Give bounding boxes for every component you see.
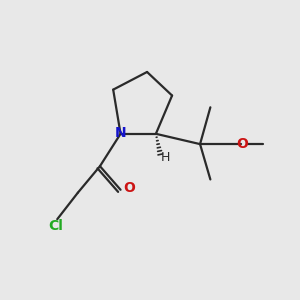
- Text: O: O: [236, 137, 248, 151]
- Text: H: H: [161, 151, 170, 164]
- Text: Cl: Cl: [48, 219, 63, 233]
- Text: O: O: [123, 181, 135, 195]
- Text: N: N: [115, 126, 126, 140]
